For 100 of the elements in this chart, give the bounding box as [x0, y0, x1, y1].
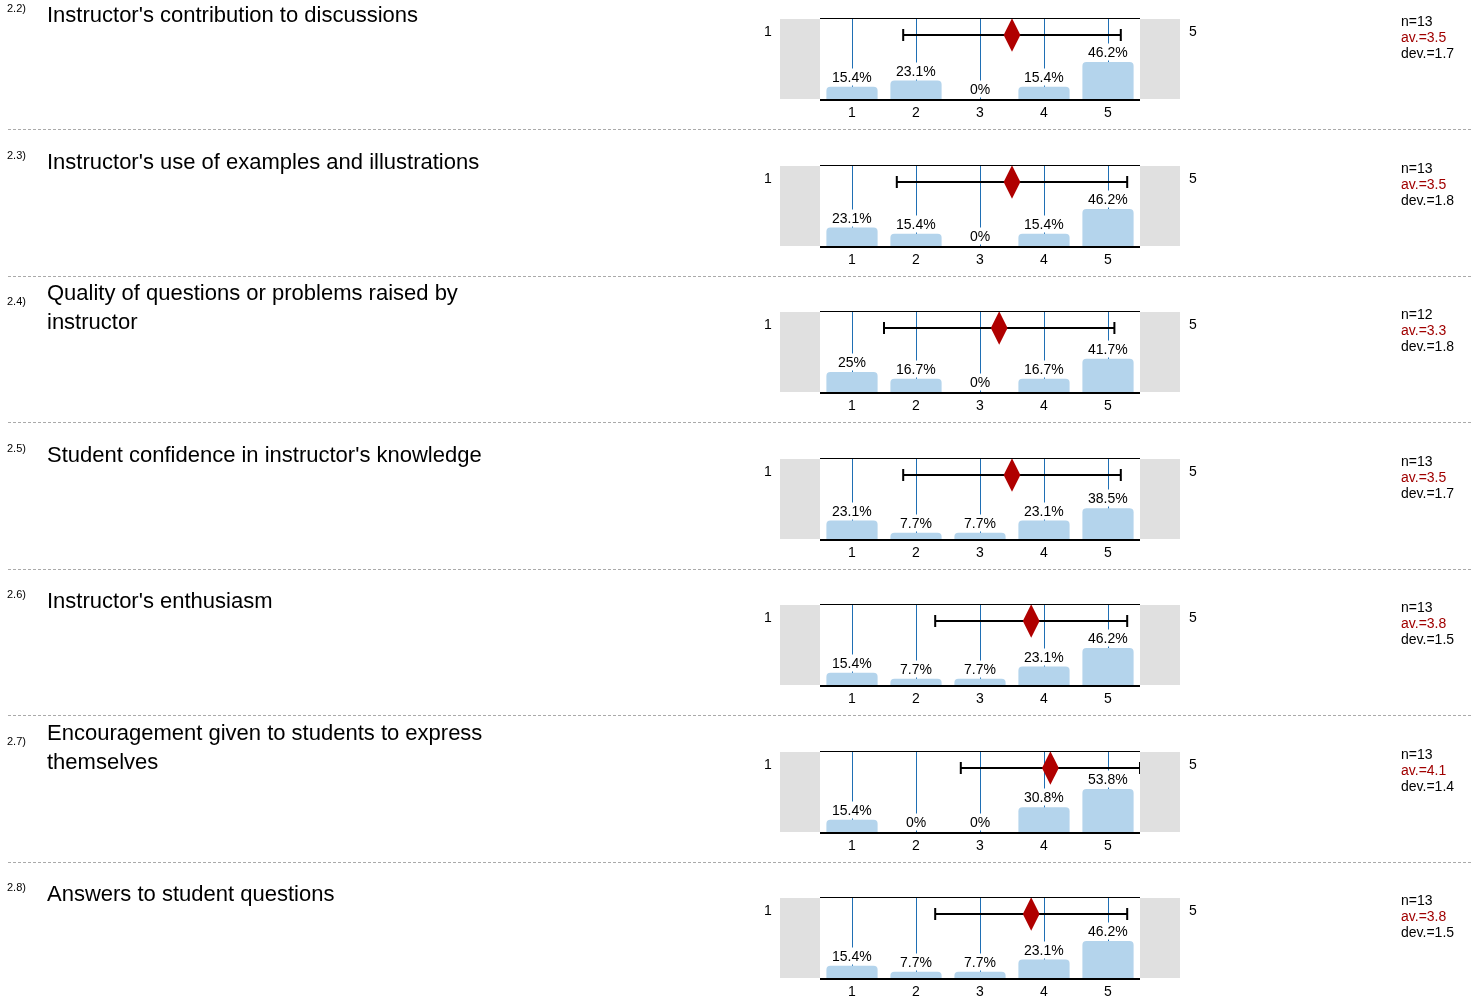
- text: av.=3.5: [1401, 175, 1447, 192]
- text: 2.2): [7, 2, 26, 14]
- bar: [954, 971, 1006, 978]
- x-tick-label: 1: [848, 543, 857, 560]
- data-label: 25%: [838, 354, 867, 370]
- data-label: 7.7%: [900, 954, 932, 970]
- text: 1: [764, 902, 772, 918]
- text: av.=3.5: [1401, 468, 1447, 485]
- text: n=13: [1401, 13, 1433, 29]
- x-tick-label: 1: [848, 250, 857, 267]
- x-tick-label: 5: [1104, 250, 1113, 267]
- bar: [1082, 648, 1134, 685]
- x-tick-label: 1: [848, 690, 857, 707]
- data-label: 7.7%: [900, 514, 932, 531]
- text: n=13: [1401, 745, 1433, 762]
- data-label: 46.2%: [1088, 630, 1128, 646]
- data-label: 15.4%: [832, 801, 872, 818]
- text: Instructor's enthusiasm: [47, 588, 273, 614]
- data-label: 23.1%: [832, 502, 872, 519]
- text: dev.=1.4: [1401, 777, 1455, 794]
- x-tick-label: 3: [976, 250, 985, 267]
- text: av.=3.8: [1401, 615, 1447, 631]
- text: 5: [1189, 23, 1197, 39]
- text: 2.3): [7, 148, 26, 161]
- text: 5: [1189, 755, 1197, 772]
- text: 1: [764, 169, 772, 186]
- data-label: 46.2%: [1088, 44, 1128, 60]
- data-label: 7.7%: [964, 954, 996, 970]
- x-tick-label: 4: [1040, 983, 1049, 997]
- text: Instructor's use of examples and illustrations: [47, 148, 480, 174]
- data-label: 0%: [906, 813, 927, 830]
- text: dev.=1.8: [1401, 191, 1455, 208]
- x-tick-label: 4: [1040, 690, 1049, 707]
- text: 1: [764, 462, 772, 479]
- data-label: 0%: [970, 374, 991, 390]
- text: av.=3.8: [1401, 908, 1447, 924]
- x-tick-label: 1: [848, 104, 857, 121]
- data-label: 7.7%: [964, 514, 996, 531]
- text: n=13: [1401, 599, 1433, 615]
- x-tick-label: 1: [848, 983, 857, 997]
- text: 5: [1189, 609, 1197, 625]
- text: 5: [1189, 462, 1197, 479]
- data-label: 0%: [970, 81, 991, 97]
- bar: [826, 965, 878, 978]
- data-label: 15.4%: [832, 948, 872, 964]
- data-label: 23.1%: [832, 209, 872, 226]
- x-tick-label: 1: [848, 397, 857, 414]
- data-label: 7.7%: [900, 661, 932, 677]
- x-tick-label: 2: [912, 397, 921, 414]
- x-tick-label: 4: [1040, 397, 1049, 414]
- x-tick-label: 2: [912, 250, 921, 267]
- bar: [1082, 941, 1134, 978]
- text: Student confidence in instructor's knowledge: [47, 441, 482, 467]
- x-tick-label: 3: [976, 690, 985, 707]
- text: n=13: [1401, 452, 1433, 469]
- text: 1: [764, 23, 772, 39]
- x-tick-label: 2: [912, 690, 921, 707]
- text: dev.=1.5: [1401, 924, 1455, 940]
- text: dev.=1.7: [1401, 45, 1455, 61]
- x-tick-label: 5: [1104, 690, 1113, 707]
- x-tick-label: 3: [976, 397, 985, 414]
- text: dev.=1.5: [1401, 631, 1455, 647]
- text: n=13: [1401, 159, 1433, 176]
- x-tick-label: 5: [1104, 836, 1113, 853]
- data-label: 15.4%: [896, 215, 936, 232]
- text: 2.6): [7, 588, 26, 600]
- data-label: 46.2%: [1088, 923, 1128, 939]
- data-label: 15.4%: [832, 655, 872, 671]
- bar: [1018, 666, 1070, 685]
- data-label: 38.5%: [1088, 489, 1128, 506]
- data-label: 0%: [970, 227, 991, 244]
- bar: [1018, 959, 1070, 978]
- data-label: 30.8%: [1024, 788, 1064, 805]
- data-label: 53.8%: [1088, 770, 1128, 787]
- x-tick-label: 5: [1104, 104, 1113, 121]
- x-tick-label: 2: [912, 983, 921, 997]
- x-tick-label: 4: [1040, 250, 1049, 267]
- x-tick-label: 2: [912, 104, 921, 121]
- data-label: 15.4%: [832, 69, 872, 85]
- x-tick-label: 4: [1040, 836, 1049, 853]
- data-label: 23.1%: [1024, 502, 1064, 519]
- data-label: 16.7%: [1024, 361, 1064, 377]
- text: 2.7): [7, 734, 26, 747]
- x-tick-label: 1: [848, 836, 857, 853]
- text: dev.=1.8: [1401, 338, 1455, 354]
- x-tick-label: 4: [1040, 104, 1049, 121]
- x-tick-label: 3: [976, 543, 985, 560]
- text: Encouragement given to students to express themselves: [47, 719, 483, 774]
- text: n=12: [1401, 306, 1433, 322]
- text: Instructor's contribution to discussions: [47, 2, 419, 28]
- data-label: 46.2%: [1088, 190, 1128, 207]
- bar: [954, 678, 1006, 685]
- text: dev.=1.7: [1401, 484, 1455, 501]
- data-label: 23.1%: [1024, 942, 1064, 958]
- bar: [890, 971, 942, 978]
- x-tick-label: 3: [976, 983, 985, 997]
- data-label: 23.1%: [896, 63, 936, 79]
- text: Answers to student questions: [47, 881, 335, 907]
- data-label: 15.4%: [1024, 215, 1064, 232]
- data-label: 7.7%: [964, 661, 996, 677]
